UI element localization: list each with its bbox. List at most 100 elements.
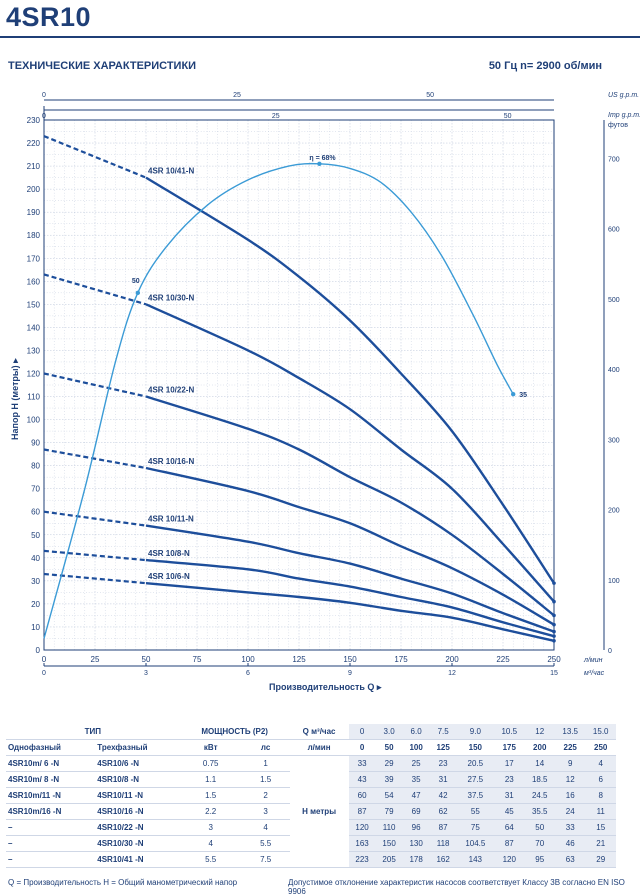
- curve-7: [145, 582, 555, 642]
- curve-end-point: [552, 638, 556, 643]
- chart-grid: [43, 119, 555, 651]
- curve-dashed-2: [43, 273, 147, 306]
- curve-end-point: [552, 629, 556, 634]
- row-h-value: 33: [554, 819, 586, 836]
- curve-4: [145, 466, 555, 626]
- row-h-value: 63: [554, 851, 586, 868]
- curve-end-point: [552, 622, 556, 627]
- chart-labels: US g.p.m. Imp g.p.m. футов л/мин м³/час Произ…: [10, 92, 640, 692]
- x-tick-label: 200: [445, 655, 459, 664]
- header-l-value: 150: [456, 739, 495, 756]
- m3-unit-label: м³/час: [584, 670, 605, 677]
- us-unit-label: US g.p.m.: [608, 92, 639, 99]
- row-h-value: 12: [554, 771, 586, 788]
- row-h-value: 29: [375, 755, 403, 772]
- chart-curves: [43, 135, 556, 643]
- y-tick-label: 60: [31, 508, 40, 517]
- efficiency-max-label: η = 68%: [309, 155, 336, 162]
- footer-tolerance: Допустимое отклонение характеристик насо…: [288, 878, 625, 896]
- m3-tick-label: 0: [42, 670, 46, 677]
- row-h-value: 143: [456, 851, 495, 868]
- y-tick-label: 210: [27, 162, 41, 171]
- row-h-value: 24: [554, 803, 586, 820]
- header-q-m3: Q м³/час: [289, 724, 349, 740]
- x-tick-label: 50: [142, 655, 151, 664]
- table-row: 4SR10m/ 8 -N 4SR10/8 -N 1.1 1.5 43 39 35 31 27.5…: [6, 771, 616, 788]
- header-l-value: 125: [429, 739, 457, 756]
- curve-5: [145, 524, 555, 633]
- efficiency-start-point: [135, 290, 141, 296]
- header-m3-value: 13.5: [554, 724, 586, 740]
- curve-end-point: [552, 634, 556, 638]
- y-tick-label: 40: [31, 554, 40, 563]
- us-tick-label: 25: [233, 92, 241, 99]
- header-m3-value: 10.5: [494, 724, 525, 740]
- row-h-unit: H метры: [289, 755, 349, 868]
- row-three: 4SR10/16 -N: [95, 803, 180, 820]
- curve-dashed-4: [43, 448, 147, 470]
- curve-label: 4SR 10/8-N: [148, 549, 190, 558]
- row-h-value: 9: [554, 755, 586, 772]
- feet-unit-label: футов: [608, 122, 628, 129]
- curve-dashed-3: [43, 372, 147, 398]
- curve-end-point: [552, 599, 556, 604]
- row-single: 4SR10m/ 6 -N: [6, 755, 96, 772]
- header-m3-value: 12: [524, 724, 555, 740]
- header-l-value: 200: [524, 739, 555, 756]
- row-h-value: 62: [429, 803, 457, 820]
- row-h-value: 96: [402, 819, 430, 836]
- row-h-value: 25: [402, 755, 430, 772]
- row-three: 4SR10/11 -N: [95, 787, 180, 804]
- row-hp: 1: [241, 755, 290, 772]
- row-h-value: 23: [429, 755, 457, 772]
- imp-unit-label: Imp g.p.m.: [608, 112, 640, 119]
- curve-2: [145, 303, 555, 603]
- row-h-value: 33: [348, 755, 376, 772]
- row-h-value: 87: [348, 803, 376, 820]
- header-power: МОЩНОСТЬ (P2): [179, 724, 290, 740]
- y-axis-title: Напор Н (метры) ▸: [10, 358, 20, 440]
- row-h-value: 18.5: [524, 771, 555, 788]
- x-tick-label: 100: [241, 655, 255, 664]
- row-h-value: 60: [348, 787, 376, 804]
- row-hp: 4: [241, 819, 290, 836]
- feet-tick-label: 700: [608, 156, 620, 163]
- y-tick-label: 30: [31, 577, 40, 586]
- row-h-value: 162: [429, 851, 457, 868]
- y-tick-label: 230: [27, 116, 41, 125]
- header-m3-value: 0: [348, 724, 376, 740]
- x-tick-label: 250: [547, 655, 561, 664]
- row-h-value: 11: [585, 803, 616, 820]
- row-h-value: 31: [494, 787, 525, 804]
- y-tick-label: 0: [36, 646, 41, 655]
- curve-6: [145, 558, 555, 638]
- header-single: Однофазный: [6, 739, 96, 756]
- row-h-value: 20.5: [456, 755, 495, 772]
- footer-legend: Q = Производительность H = Общий маномет…: [8, 878, 238, 887]
- performance-table: ТИП МОЩНОСТЬ (P2) Q м³/час 0 3.0 6.0 7.5 9.0 10.…: [6, 724, 616, 868]
- y-tick-label: 20: [31, 600, 40, 609]
- header-m3-value: 15.0: [585, 724, 616, 740]
- header-l-value: 250: [585, 739, 616, 756]
- feet-tick-label: 0: [608, 648, 612, 655]
- row-h-value: 15: [585, 819, 616, 836]
- section-subtitle: ТЕХНИЧЕСКИЕ ХАРАКТЕРИСТИКИ: [8, 60, 197, 72]
- row-h-value: 31: [429, 771, 457, 788]
- y-tick-label: 70: [31, 485, 40, 494]
- row-h-value: 6: [585, 771, 616, 788]
- row-h-value: 150: [375, 835, 403, 852]
- y-tick-label: 110: [27, 393, 40, 402]
- x-tick-label: 225: [496, 655, 510, 664]
- curve-end-point: [552, 613, 556, 618]
- row-kw: 1.1: [179, 771, 242, 788]
- curve-dashed-7: [43, 572, 147, 585]
- header-l-value: 175: [494, 739, 525, 756]
- efficiency-curve: [43, 162, 514, 639]
- row-h-value: 87: [429, 819, 457, 836]
- y-tick-label: 200: [27, 185, 41, 194]
- m3-tick-label: 9: [348, 670, 352, 677]
- header-kw: кВт: [179, 739, 242, 756]
- curve-label: 4SR 10/16-N: [148, 457, 194, 466]
- row-h-value: 23: [494, 771, 525, 788]
- row-hp: 3: [241, 803, 290, 820]
